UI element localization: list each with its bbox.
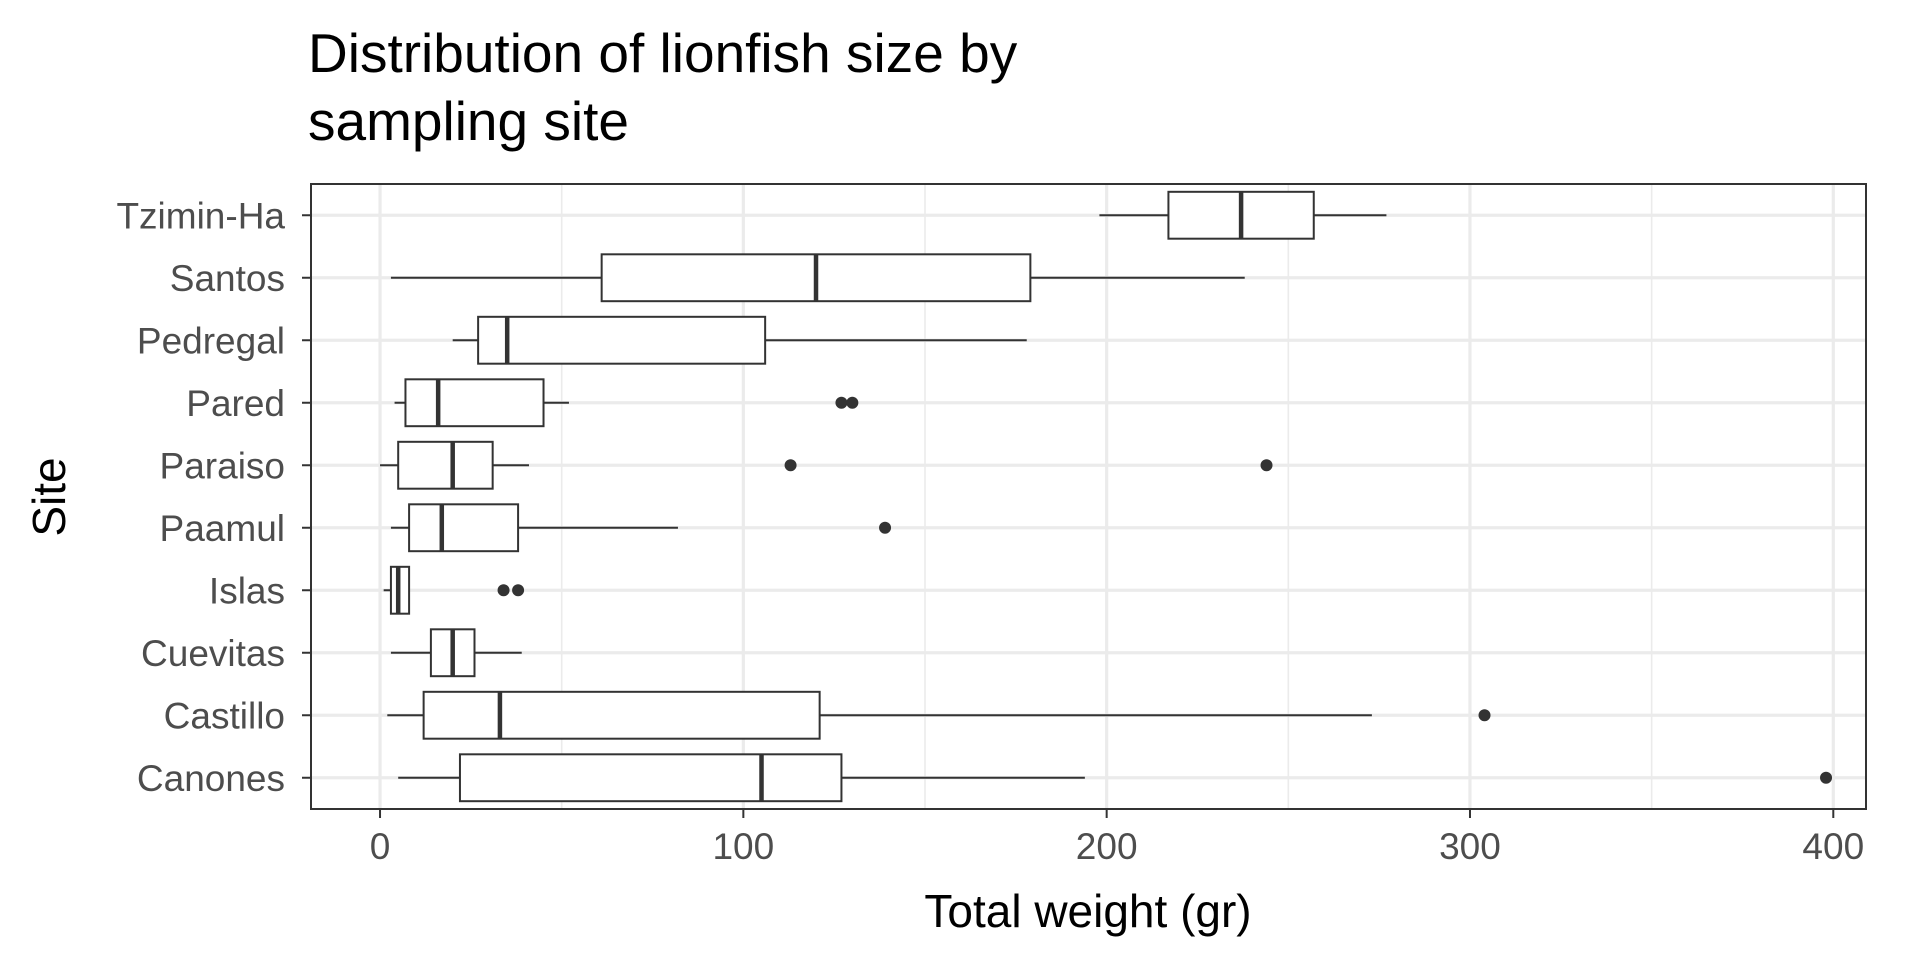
- y-tick-label: Castillo: [164, 695, 285, 736]
- outlier-point: [1820, 771, 1833, 784]
- y-tick-label: Islas: [209, 570, 285, 611]
- outlier-point: [1260, 459, 1273, 472]
- iqr-box: [422, 690, 821, 740]
- iqr-box: [404, 378, 545, 428]
- y-tick-label: Tzimin-Ha: [116, 195, 285, 236]
- boxplot-paraiso: [380, 440, 1273, 490]
- y-tick-label: Santos: [170, 258, 285, 299]
- boxplot-pedregal: [452, 315, 1027, 365]
- boxplot-canones: [398, 753, 1833, 803]
- box-layer: [380, 190, 1833, 803]
- y-tick-label: Cuevitas: [141, 633, 285, 674]
- chart-title-line-2: sampling site: [308, 90, 629, 152]
- panel-border: [310, 183, 1867, 810]
- boxplot-castillo: [387, 690, 1491, 740]
- outlier-point: [879, 521, 892, 534]
- x-tick-label: 400: [1802, 826, 1864, 867]
- outlier-point: [835, 396, 848, 409]
- outlier-point: [512, 584, 525, 597]
- x-tick-label: 300: [1439, 826, 1501, 867]
- axis-layer: 0 100 200 300 400 Canones Castillo Cuevitas Isla…: [116, 195, 1864, 867]
- boxplot-santos: [390, 253, 1245, 303]
- chart-title-line-1: Distribution of lionfish size by: [308, 22, 1018, 84]
- boxplot-paamul: [390, 503, 892, 553]
- boxplot-pared: [394, 378, 859, 428]
- x-tick-label: 200: [1076, 826, 1138, 867]
- x-tick-label: 100: [712, 826, 774, 867]
- outlier-point: [497, 584, 510, 597]
- iqr-box: [408, 503, 520, 553]
- boxplot-cuevitas: [390, 628, 522, 678]
- outlier-point: [1478, 709, 1491, 722]
- y-axis-title: Site: [23, 457, 75, 536]
- y-tick-label: Pedregal: [137, 320, 285, 361]
- iqr-box: [397, 440, 494, 490]
- y-tick-label: Paamul: [160, 508, 285, 549]
- boxplot-islas: [383, 565, 525, 615]
- outlier-point: [846, 396, 859, 409]
- boxplot-tzimin-ha: [1099, 190, 1387, 240]
- x-axis-title: Total weight (gr): [924, 885, 1251, 937]
- y-tick-label: Canones: [137, 758, 285, 799]
- outlier-point: [784, 459, 797, 472]
- iqr-box: [477, 315, 767, 365]
- y-tick-label: Paraiso: [160, 445, 285, 486]
- iqr-box: [458, 753, 843, 803]
- y-tick-label: Pared: [186, 383, 285, 424]
- x-tick-label: 0: [370, 826, 391, 867]
